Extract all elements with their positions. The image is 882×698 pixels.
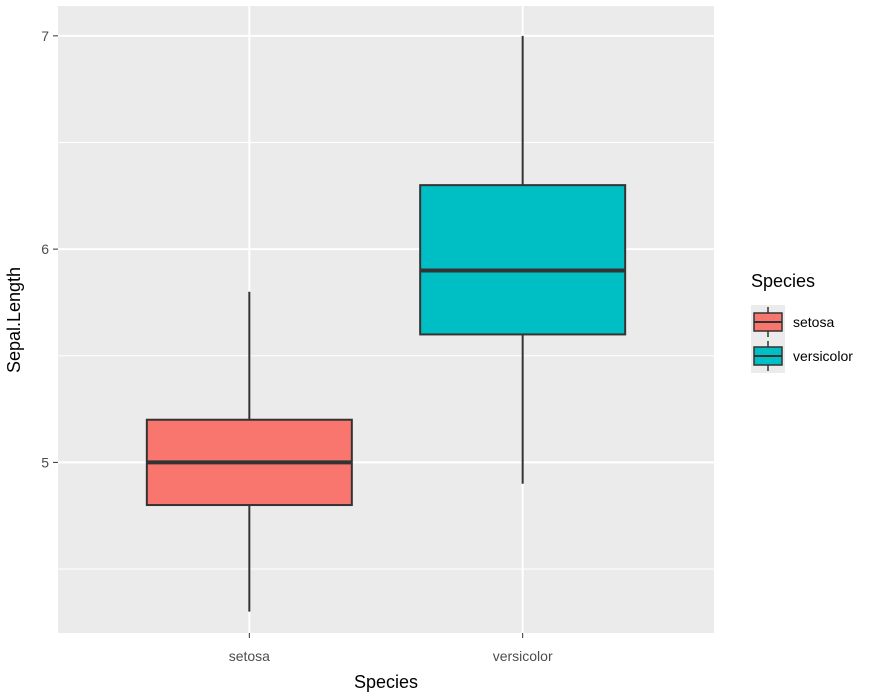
legend-label-setosa: setosa — [793, 314, 834, 330]
legend: Species setosa versicolor — [751, 271, 853, 373]
box-versicolor — [419, 184, 627, 336]
y-tick-label: 5 — [41, 454, 49, 470]
y-tick-label: 7 — [41, 28, 49, 44]
legend-label-versicolor: versicolor — [793, 348, 853, 364]
y-tick-label: 6 — [41, 241, 49, 257]
x-axis: setosa versicolor — [229, 633, 553, 664]
minor-gridlines — [58, 141, 714, 570]
legend-title: Species — [751, 271, 815, 291]
boxes-layer — [145, 35, 627, 612]
y-axis: 5 6 7 — [41, 28, 58, 470]
y-axis-title: Sepal.Length — [4, 267, 24, 373]
x-axis-title: Species — [354, 672, 418, 692]
x-tick-label: versicolor — [493, 648, 553, 664]
x-tick-label: setosa — [229, 648, 270, 664]
